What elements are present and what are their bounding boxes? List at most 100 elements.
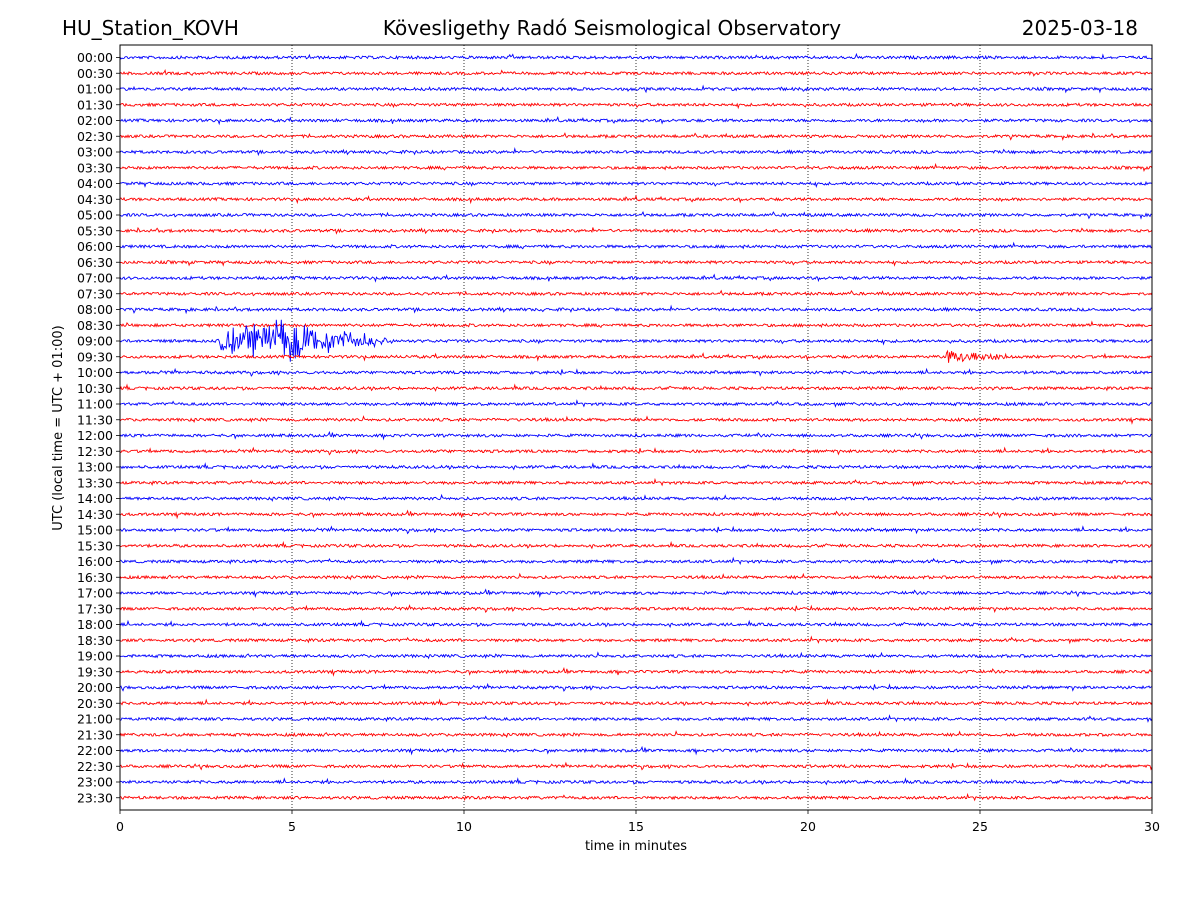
y-tick-label: 13:30	[77, 475, 113, 490]
trace-0500	[119, 210, 1153, 220]
trace-1130	[119, 415, 1153, 425]
trace-0230	[120, 132, 1153, 142]
trace-1500	[119, 525, 1153, 535]
y-tick-label: 05:30	[77, 223, 113, 238]
axes: 00:0000:3001:0001:3002:0002:3003:0003:30…	[77, 44, 1160, 834]
y-axis-label: UTC (local time = UTC + 01:00)	[51, 325, 66, 530]
y-tick-label: 19:30	[77, 664, 113, 679]
trace-2130	[119, 730, 1153, 739]
y-tick-label: 08:30	[77, 318, 113, 333]
trace-0630	[119, 259, 1153, 267]
y-tick-label: 15:00	[77, 523, 113, 538]
y-tick-label: 12:00	[77, 428, 113, 443]
trace-0430	[119, 194, 1153, 205]
date-title: 2025-03-18	[1022, 16, 1138, 40]
trace-1930	[119, 667, 1153, 677]
trace-0330	[119, 162, 1153, 173]
x-tick-label: 10	[456, 819, 472, 834]
trace-1330	[119, 477, 1153, 487]
trace-1230	[119, 446, 1153, 456]
y-tick-label: 07:30	[77, 286, 113, 301]
trace-0730	[119, 289, 1153, 297]
x-tick-label: 30	[1144, 819, 1160, 834]
grid-lines	[291, 45, 981, 810]
trace-1430	[119, 509, 1153, 520]
x-tick-label: 20	[800, 819, 816, 834]
trace-0400	[119, 180, 1153, 188]
seismogram-traces	[119, 52, 1153, 802]
y-tick-label: 18:30	[77, 633, 113, 648]
trace-1200	[119, 430, 1153, 441]
trace-0100	[119, 84, 1153, 94]
y-tick-label: 10:30	[77, 381, 113, 396]
y-tick-label: 05:00	[77, 208, 113, 223]
y-tick-label: 23:00	[77, 775, 113, 790]
x-tick-label: 0	[116, 819, 124, 834]
y-tick-label: 20:00	[77, 680, 113, 695]
y-tick-label: 01:00	[77, 82, 113, 97]
trace-1900	[119, 651, 1153, 660]
trace-2100	[119, 714, 1153, 723]
trace-2000	[119, 682, 1153, 692]
trace-0900	[119, 319, 1153, 362]
x-tick-label: 15	[628, 819, 644, 834]
y-tick-label: 04:00	[77, 176, 113, 191]
trace-0200	[119, 115, 1153, 126]
trace-1300	[119, 462, 1153, 471]
y-tick-label: 08:00	[77, 302, 113, 317]
y-tick-label: 10:00	[77, 365, 113, 380]
y-tick-label: 22:30	[77, 759, 113, 774]
station-title: HU_Station_KOVH	[62, 16, 239, 40]
y-tick-label: 09:00	[77, 334, 113, 349]
y-tick-label: 02:00	[77, 113, 113, 128]
trace-1630	[119, 572, 1153, 581]
y-tick-label: 21:00	[77, 712, 113, 727]
y-tick-label: 13:00	[77, 460, 113, 475]
y-tick-label: 03:00	[77, 145, 113, 160]
y-tick-label: 03:30	[77, 160, 113, 175]
y-tick-label: 02:30	[77, 129, 113, 144]
trace-1800	[119, 619, 1153, 629]
y-tick-label: 23:30	[77, 790, 113, 805]
y-tick-label: 17:30	[77, 601, 113, 616]
y-tick-label: 18:00	[77, 617, 113, 632]
trace-0700	[119, 273, 1153, 283]
y-tick-label: 21:30	[77, 727, 113, 742]
y-tick-label: 20:30	[77, 696, 113, 711]
trace-1830	[119, 635, 1153, 645]
trace-0000	[119, 52, 1153, 61]
trace-2230	[119, 761, 1153, 771]
y-tick-label: 17:00	[77, 586, 113, 601]
y-tick-label: 00:00	[77, 50, 113, 65]
y-tick-label: 07:00	[77, 271, 113, 286]
y-tick-label: 15:30	[77, 538, 113, 553]
trace-0300	[119, 147, 1153, 157]
trace-1600	[119, 556, 1153, 566]
y-tick-label: 11:00	[77, 397, 113, 412]
y-tick-label: 01:30	[77, 97, 113, 112]
trace-1700	[119, 588, 1153, 598]
trace-1400	[119, 493, 1152, 502]
x-axis-label: time in minutes	[585, 839, 687, 854]
trace-1530	[120, 540, 1153, 550]
y-tick-label: 14:30	[77, 507, 113, 522]
trace-1000	[119, 367, 1153, 377]
trace-0800	[119, 304, 1153, 315]
y-tick-label: 06:00	[77, 239, 113, 254]
y-tick-label: 12:30	[77, 444, 113, 459]
trace-0930	[119, 349, 1153, 363]
chart-title: Kövesligethy Radó Seismological Observat…	[383, 16, 841, 40]
trace-1730	[119, 604, 1153, 614]
x-tick-label: 5	[288, 819, 296, 834]
y-tick-label: 00:30	[77, 66, 113, 81]
y-tick-label: 14:00	[77, 491, 113, 506]
trace-2030	[119, 698, 1153, 707]
y-tick-label: 22:00	[77, 743, 113, 758]
y-tick-label: 16:00	[77, 554, 113, 569]
y-tick-label: 11:30	[77, 412, 113, 427]
trace-1030	[119, 383, 1153, 392]
trace-0130	[119, 102, 1153, 110]
y-tick-label: 19:00	[77, 649, 113, 664]
trace-0600	[119, 241, 1153, 250]
